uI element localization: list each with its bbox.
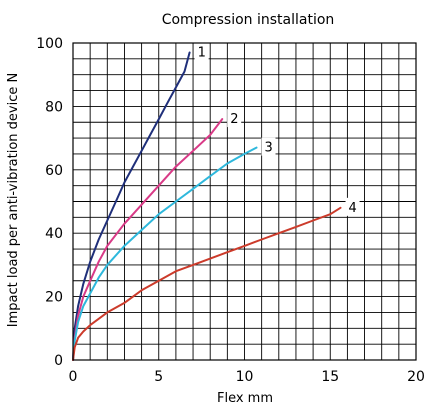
x-tick-label: 15 xyxy=(321,369,339,385)
chart-title: Compression installation xyxy=(162,12,335,28)
series-line-4 xyxy=(73,208,341,360)
tick-labels: 0 5 10 15 20 0 20 40 60 80 100 xyxy=(36,36,425,385)
series-line-2 xyxy=(73,119,222,360)
series-label-4: 4 xyxy=(349,201,357,216)
x-tick-label: 5 xyxy=(154,369,163,385)
series-label-1: 1 xyxy=(198,46,206,61)
series-label-3: 3 xyxy=(265,141,273,156)
x-tick-label: 0 xyxy=(69,369,78,385)
y-tick-label: 100 xyxy=(36,36,63,52)
x-axis-label: Flex mm xyxy=(217,391,273,406)
y-tick-label: 40 xyxy=(45,226,63,242)
y-tick-label: 80 xyxy=(45,99,63,115)
y-tick-label: 60 xyxy=(45,163,63,179)
y-axis-label: Impact load per anti-vibration device N xyxy=(6,73,21,327)
x-tick-label: 20 xyxy=(407,369,425,385)
y-tick-label: 0 xyxy=(54,353,63,369)
series-label-2: 2 xyxy=(230,112,238,127)
y-tick-label: 20 xyxy=(45,290,63,306)
x-tick-label: 10 xyxy=(236,369,254,385)
plot-grid xyxy=(73,43,416,360)
